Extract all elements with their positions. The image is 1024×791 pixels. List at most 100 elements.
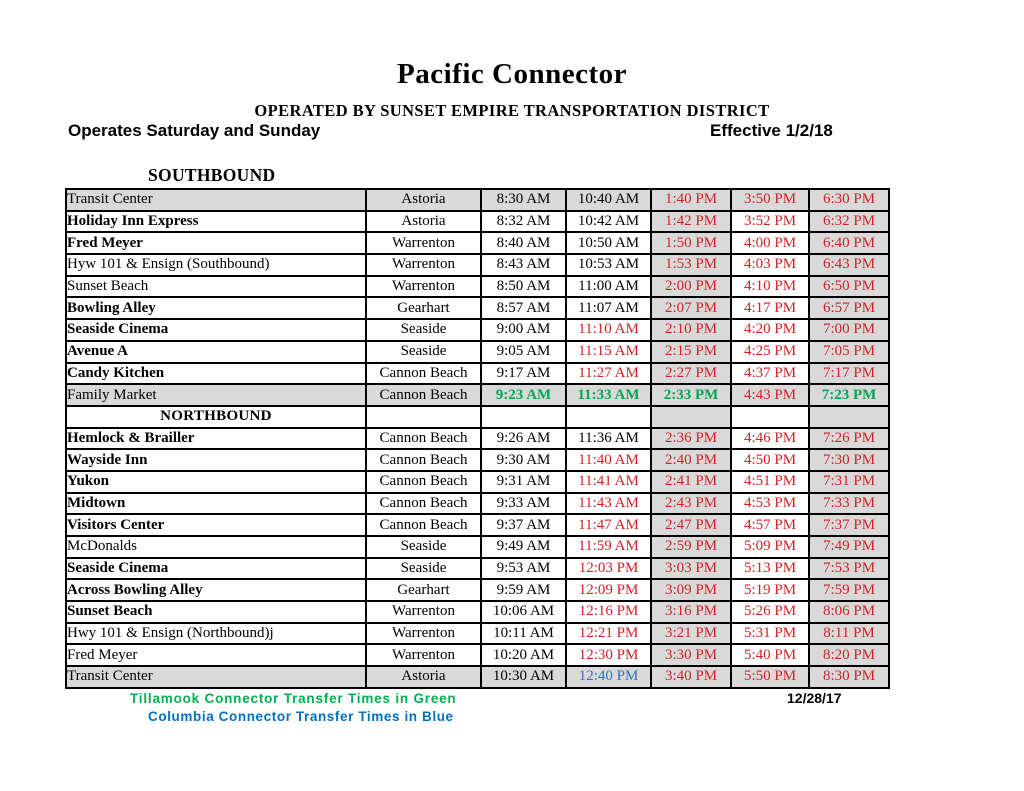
- stop-name-cell: Seaside Cinema: [65, 318, 367, 342]
- table-row: Across Bowling Alley Gearhart 9:59 AM 12:09…: [65, 578, 890, 603]
- time-cell: 2:47 PM: [650, 513, 732, 537]
- time-cell: 7:59 PM: [808, 578, 890, 603]
- time-cell: 6:57 PM: [808, 296, 890, 321]
- time-cell: [565, 404, 652, 429]
- time-cell: 2:15 PM: [650, 339, 732, 364]
- time-cell: 9:17 AM: [480, 361, 567, 386]
- time-cell: 4:43 PM: [730, 383, 810, 407]
- time-cell: 4:46 PM: [730, 426, 810, 451]
- time-cell: 3:50 PM: [730, 188, 810, 212]
- time-cell: 4:51 PM: [730, 469, 810, 494]
- time-cell: 9:59 AM: [480, 578, 567, 603]
- time-cell: 5:26 PM: [730, 600, 810, 624]
- time-cell: 8:32 AM: [480, 209, 567, 234]
- table-row: Seaside Cinema Seaside 9:53 AM 12:03 PM 3:03…: [65, 556, 890, 581]
- time-cell: 6:40 PM: [808, 231, 890, 256]
- time-cell: 9:53 AM: [480, 556, 567, 581]
- time-cell: 7:23 PM: [808, 383, 890, 407]
- stop-name-cell: Holiday Inn Express: [65, 209, 367, 234]
- time-cell: 12:16 PM: [565, 600, 652, 624]
- stop-name-cell: Bowling Alley: [65, 296, 367, 321]
- time-cell: 2:07 PM: [650, 296, 732, 321]
- table-row: Yukon Cannon Beach 9:31 AM 11:41 AM 2:41 PM 4…: [65, 469, 890, 494]
- time-cell: 10:30 AM: [480, 665, 567, 689]
- time-cell: 11:15 AM: [565, 339, 652, 364]
- stop-name-cell: Across Bowling Alley: [65, 578, 367, 603]
- stop-name-cell: Seaside Cinema: [65, 556, 367, 581]
- time-cell: 7:26 PM: [808, 426, 890, 451]
- time-cell: 8:11 PM: [808, 621, 890, 646]
- time-cell: [808, 404, 890, 429]
- table-row: Wayside Inn Cannon Beach 9:30 AM 11:40 AM 2:…: [65, 448, 890, 472]
- stop-name-cell: Family Market: [65, 383, 367, 407]
- northbound-section-label: NORTHBOUND: [65, 404, 367, 429]
- time-cell: 11:00 AM: [565, 274, 652, 299]
- time-cell: 5:13 PM: [730, 556, 810, 581]
- time-cell: 11:36 AM: [565, 426, 652, 451]
- time-cell: 4:20 PM: [730, 318, 810, 342]
- time-cell: 4:03 PM: [730, 253, 810, 277]
- time-cell: 7:33 PM: [808, 491, 890, 516]
- time-cell: 7:37 PM: [808, 513, 890, 537]
- city-cell: Cannon Beach: [365, 491, 482, 516]
- time-cell: 9:31 AM: [480, 469, 567, 494]
- city-cell: Cannon Beach: [365, 448, 482, 472]
- service-days-label: Operates Saturday and Sunday: [68, 121, 321, 140]
- time-cell: 10:40 AM: [565, 188, 652, 212]
- time-cell: 2:40 PM: [650, 448, 732, 472]
- city-cell: Warrenton: [365, 643, 482, 668]
- time-cell: 9:33 AM: [480, 491, 567, 516]
- stop-name-cell: Sunset Beach: [65, 274, 367, 299]
- time-cell: 8:57 AM: [480, 296, 567, 321]
- operator-subtitle: OPERATED BY SUNSET EMPIRE TRANSPORTATION…: [254, 101, 770, 120]
- table-row: Hwy 101 & Ensign (Northbound)j Warrenton 1…: [65, 621, 890, 646]
- time-cell: 12:03 PM: [565, 556, 652, 581]
- time-cell: 11:59 AM: [565, 535, 652, 559]
- time-cell: 8:30 AM: [480, 188, 567, 212]
- time-cell: 8:50 AM: [480, 274, 567, 299]
- time-cell: 2:41 PM: [650, 469, 732, 494]
- time-cell: 1:40 PM: [650, 188, 732, 212]
- time-cell: 2:27 PM: [650, 361, 732, 386]
- stop-name-cell: Hemlock & Brailler: [65, 426, 367, 451]
- time-cell: 7:49 PM: [808, 535, 890, 559]
- city-cell: Seaside: [365, 535, 482, 559]
- time-cell: 11:33 AM: [565, 383, 652, 407]
- time-cell: 10:11 AM: [480, 621, 567, 646]
- city-cell: Cannon Beach: [365, 426, 482, 451]
- city-cell: Warrenton: [365, 231, 482, 256]
- time-cell: 6:43 PM: [808, 253, 890, 277]
- time-cell: 4:50 PM: [730, 448, 810, 472]
- time-cell: 12:09 PM: [565, 578, 652, 603]
- time-cell: 11:10 AM: [565, 318, 652, 342]
- tillamook-transfer-note: Tillamook Connector Transfer Times in Gr…: [130, 691, 457, 706]
- city-cell: Cannon Beach: [365, 383, 482, 407]
- stop-name-cell: Hyw 101 & Ensign (Southbound): [65, 253, 367, 277]
- time-cell: 5:50 PM: [730, 665, 810, 689]
- table-row: Midtown Cannon Beach 9:33 AM 11:43 AM 2:43 P…: [65, 491, 890, 516]
- time-cell: 9:00 AM: [480, 318, 567, 342]
- time-cell: 1:53 PM: [650, 253, 732, 277]
- time-cell: 9:37 AM: [480, 513, 567, 537]
- effective-date-label: Effective 1/2/18: [710, 121, 833, 140]
- time-cell: 8:06 PM: [808, 600, 890, 624]
- table-row: Avenue A Seaside 9:05 AM 11:15 AM 2:15 PM 4:2…: [65, 339, 890, 364]
- table-row: Sunset Beach Warrenton 8:50 AM 11:00 AM 2:00…: [65, 274, 890, 299]
- time-cell: [650, 404, 732, 429]
- time-cell: 10:06 AM: [480, 600, 567, 624]
- time-cell: 3:52 PM: [730, 209, 810, 234]
- time-cell: 1:42 PM: [650, 209, 732, 234]
- time-cell: 9:30 AM: [480, 448, 567, 472]
- city-cell: Cannon Beach: [365, 469, 482, 494]
- time-cell: 7:00 PM: [808, 318, 890, 342]
- table-row: Transit Center Astoria 8:30 AM 10:40 AM 1:40…: [65, 188, 890, 212]
- city-cell: Astoria: [365, 188, 482, 212]
- time-cell: 8:40 AM: [480, 231, 567, 256]
- time-cell: 6:50 PM: [808, 274, 890, 299]
- table-row: Visitors Center Cannon Beach 9:37 AM 11:47 …: [65, 513, 890, 537]
- time-cell: 4:57 PM: [730, 513, 810, 537]
- city-cell: Warrenton: [365, 274, 482, 299]
- stop-name-cell: McDonalds: [65, 535, 367, 559]
- city-cell: Seaside: [365, 318, 482, 342]
- time-cell: 4:17 PM: [730, 296, 810, 321]
